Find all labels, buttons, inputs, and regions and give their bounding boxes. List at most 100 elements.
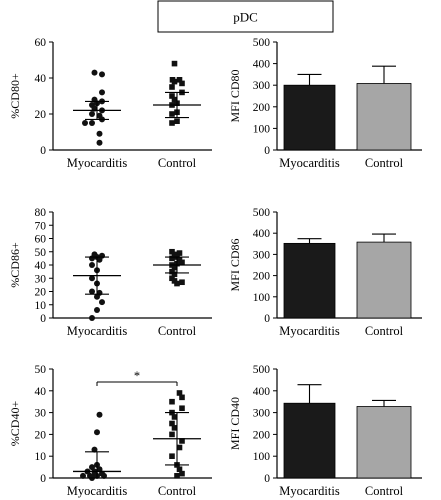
data-point [171,414,178,420]
category-label: Myocarditis [279,324,340,338]
y-tick-label: 0 [264,473,270,485]
y-tick-label: 0 [40,313,46,325]
y-axis-label: MFI CD40 [228,397,242,450]
data-point [96,130,103,137]
y-tick-label: 40 [35,386,47,398]
y-tick-label: 100 [253,451,271,463]
y-tick-label: 0 [40,145,46,157]
data-point [94,429,100,436]
y-tick-label: 200 [253,102,271,114]
data-point [171,78,178,85]
y-tick-label: 500 [253,207,271,219]
data-point [94,307,100,314]
y-tick-label: 10 [35,300,47,312]
data-point [176,444,183,451]
y-axis-label: %CD80+ [8,73,22,119]
data-point [96,139,103,146]
data-point [169,93,175,99]
y-tick-label: 30 [35,408,47,420]
data-point [171,96,178,103]
y-axis-label: MFI CD80 [228,69,242,122]
y-tick-label: 400 [253,228,271,240]
data-point [91,446,98,453]
data-point [179,80,185,87]
figure-header: pDC [157,0,334,33]
category-label: Myocarditis [67,484,128,498]
data-point [171,271,178,278]
bar-panel-4: 0 100 200 300 400 500 MFI CD86 Myocarditis Contr… [228,207,422,338]
y-tick-label: 10 [35,451,47,463]
data-point [99,299,105,306]
y-tick-label: 0 [264,145,270,157]
data-point [89,262,95,268]
data-point [171,60,178,67]
y-tick-label: 40 [35,260,47,272]
y-tick-label: 20 [35,429,47,441]
category-label: Myocarditis [279,484,340,498]
data-point [169,84,175,90]
category-label: Control [158,484,197,498]
data-point [89,120,95,126]
data-point [179,470,185,477]
data-point [169,111,175,117]
category-label: Control [365,324,404,338]
bar [356,241,412,319]
y-tick-label: 50 [35,247,47,259]
y-tick-label: 60 [35,234,47,246]
y-tick-label: 60 [35,37,47,49]
category-label: Control [365,156,404,170]
y-tick-label: 0 [264,313,270,325]
y-tick-label: 400 [253,386,271,398]
data-point [80,472,86,479]
data-point [179,394,185,401]
data-point [179,438,185,444]
scatter-panel-1: 0 20 40 60 %CD80+ Myocarditis Control [8,37,212,170]
category-label: Myocarditis [67,324,128,338]
category-label: Control [158,324,197,338]
data-point [96,256,103,263]
data-point [89,111,95,117]
y-tick-label: 200 [253,429,271,441]
data-point [176,250,183,256]
data-point [99,71,105,78]
scatter-panel-5: 0 10 20 30 40 50 %CD40+ Myocarditis Control * [8,364,212,498]
y-tick-label: 100 [253,292,271,304]
y-tick-label: 30 [35,273,47,285]
data-point [179,279,185,286]
data-point [176,466,183,473]
y-tick-label: 100 [253,123,271,135]
y-tick-label: 0 [40,473,46,485]
header-title: pDC [233,10,258,25]
data-point [174,473,180,479]
bar-panel-6: 0 100 200 300 400 500 MFI CD40 Myocarditis Contr… [228,364,422,498]
bar [283,84,336,151]
y-tick-label: 200 [253,271,271,283]
header-box [157,0,334,33]
data-point [169,120,175,126]
data-point [96,466,103,473]
data-point [169,431,175,438]
y-tick-label: 300 [253,249,271,261]
y-axis-label: %CD86+ [8,242,22,288]
y-tick-label: 20 [35,109,47,121]
y-tick-label: 500 [253,37,271,49]
category-label: Myocarditis [67,156,128,170]
data-point [176,77,183,83]
data-point [174,118,180,124]
data-point [94,293,100,300]
data-point [169,453,175,459]
data-point [171,425,178,431]
y-tick-label: 80 [35,207,47,219]
y-tick-label: 70 [35,220,47,232]
data-point [179,259,185,266]
bar-panel-2: 0 100 200 300 400 500 MFI CD80 Myocarditis Contr… [228,37,422,170]
data-point [174,280,180,287]
data-point [99,89,105,96]
category-label: Myocarditis [279,156,340,170]
data-point [96,411,103,418]
data-point [89,255,95,262]
bar [356,406,412,479]
y-tick-label: 50 [35,364,47,376]
